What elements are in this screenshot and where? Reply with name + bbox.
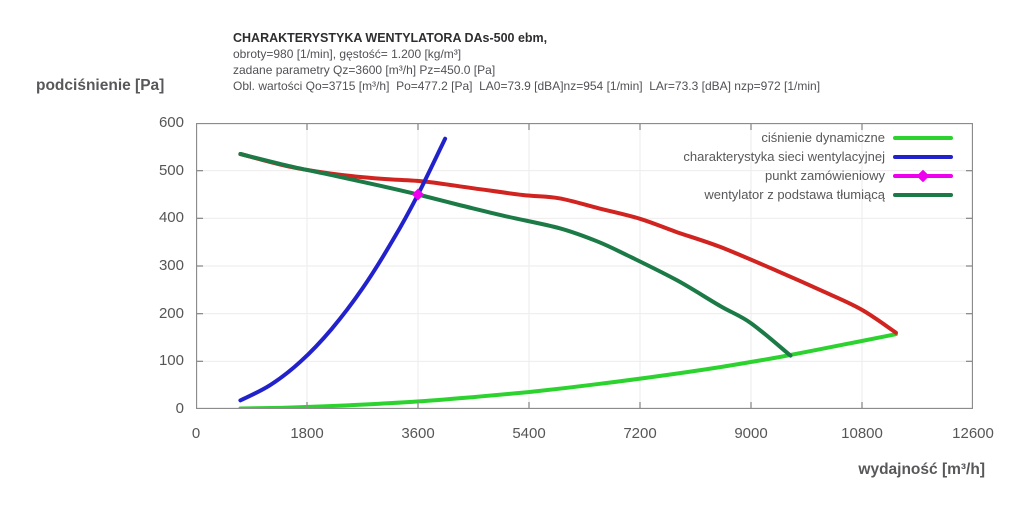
legend-item: wentylator z podstawa tłumiącą — [683, 185, 953, 204]
y-tick-label-100: 100 — [158, 352, 184, 370]
order-point-marker — [412, 188, 424, 201]
y-tick-label-500: 500 — [158, 161, 184, 179]
legend-item-label: wentylator z podstawa tłumiącą — [704, 187, 885, 202]
legend-swatch — [893, 133, 953, 142]
curve-wentylator-das500 — [238, 152, 898, 335]
chart-subtitle-setpoint: zadane parametry Qz=3600 [m³/h] Pz=450.0… — [233, 63, 496, 77]
y-axis-title: podciśnienie [Pa] — [36, 77, 165, 94]
legend-swatch — [893, 169, 953, 182]
legend-item-label: ciśnienie dynamiczne — [761, 130, 885, 145]
legend: ciśnienie dynamiczne charakterystyka siec… — [683, 128, 953, 204]
y-tick-label-300: 300 — [158, 257, 184, 274]
x-tick-label-3600: 3600 — [401, 425, 435, 442]
legend-point-marker-icon — [916, 169, 930, 182]
y-tick-label-200: 200 — [158, 304, 184, 322]
chart-title: CHARAKTERYSTYKA WENTYLATORA DAs-500 ebm, — [233, 31, 548, 45]
legend-item: punkt zamówieniowy — [683, 166, 953, 185]
curve-cisnienie-dynamiczne — [238, 332, 898, 409]
legend-item: ciśnienie dynamiczne — [683, 128, 953, 147]
legend-swatch — [893, 152, 953, 161]
legend-line-sample — [893, 192, 953, 197]
legend-line-sample — [893, 154, 953, 159]
legend-item: charakterystyka sieci wentylacyjnej — [683, 147, 953, 166]
chart-title-block: CHARAKTERYSTYKA WENTYLATORA DAs-500 ebm,… — [233, 30, 820, 94]
legend-swatch — [893, 190, 953, 199]
legend-item-label: punkt zamówieniowy — [765, 168, 885, 183]
x-tick-label-0: 0 — [191, 425, 201, 442]
x-tick-label-7200: 7200 — [623, 425, 657, 442]
x-tick-label-1800: 1800 — [290, 425, 324, 442]
x-tick-label-10800: 10800 — [841, 425, 883, 442]
chart-subtitle-computed-values: Obl. wartości Qo=3715 [m³/h] Po=477.2 [P… — [233, 79, 821, 93]
chart-subtitle-rpm-density: obroty=980 [1/min], gęstość= 1.200 [kg/m… — [233, 47, 462, 61]
x-tick-label-9000: 9000 — [734, 425, 768, 442]
curve-charakterystyka-sieci — [238, 136, 448, 403]
curve-wentylator-z-podstawa-tlumiaca — [238, 152, 793, 358]
y-tick-label-0: 0 — [175, 400, 184, 417]
x-axis-title: wydajność [m³/h] — [858, 461, 985, 478]
y-tick-label-600: 600 — [158, 114, 184, 131]
x-tick-label-5400: 5400 — [512, 425, 546, 442]
plot-area — [196, 123, 973, 409]
legend-item-label: charakterystyka sieci wentylacyjnej — [683, 149, 885, 164]
y-tick-label-400: 400 — [158, 209, 184, 227]
legend-line-sample — [893, 135, 953, 140]
x-tick-label-12600: 12600 — [952, 425, 994, 442]
